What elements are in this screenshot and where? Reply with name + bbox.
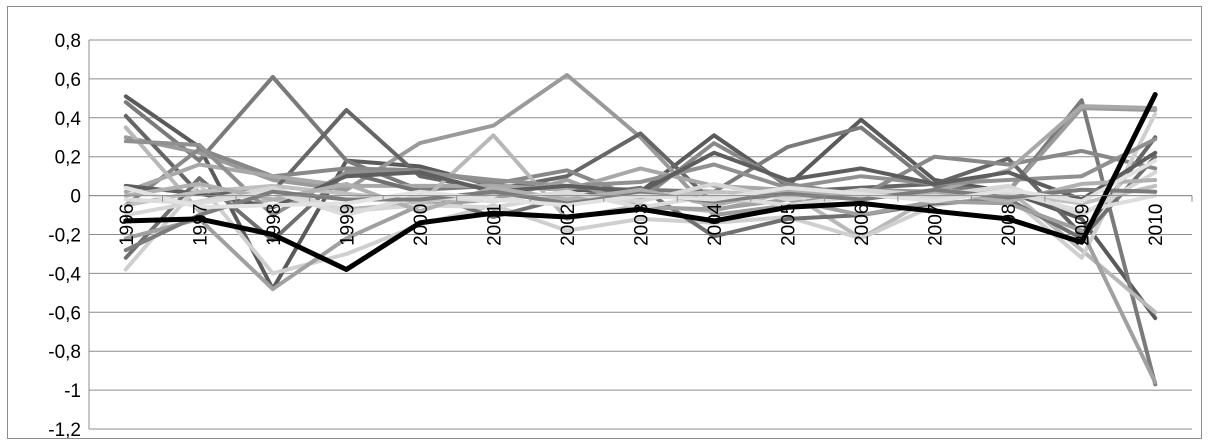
y-tick-label: -1 — [64, 381, 81, 402]
y-tick-labels: 0,8 0,6 0,4 0,2 0 -0,2 -0,4 -0,6 -0,8 -1 -1,2 — [48, 31, 81, 438]
y-tick-label: -0,2 — [48, 226, 81, 247]
x-tick-label: 2001 — [484, 204, 505, 246]
x-tick-label: 2005 — [779, 204, 800, 246]
x-tick-label: 2000 — [411, 204, 432, 246]
y-tick-label: -0,4 — [48, 264, 81, 285]
x-tick-label: 1996 — [117, 204, 138, 246]
y-tick-label: -0,8 — [48, 342, 81, 363]
axes — [88, 40, 1193, 429]
x-tick-label: 1997 — [190, 204, 211, 246]
y-tick-label: 0,2 — [55, 148, 81, 169]
y-tick-label: 0,6 — [55, 70, 81, 91]
y-tick-label: 0,8 — [55, 31, 81, 52]
x-tick-label: 1999 — [337, 204, 358, 246]
x-tick-label: 2003 — [632, 204, 653, 246]
chart-frame: 0,8 0,6 0,4 0,2 0 -0,2 -0,4 -0,6 -0,8 -1 -1,2 1996… — [7, 6, 1202, 439]
x-tick-label: 2002 — [558, 204, 579, 246]
series-lines — [123, 73, 1158, 387]
x-tick-label: 2010 — [1146, 204, 1167, 246]
x-tick-label: 1998 — [264, 204, 285, 246]
x-tick-label: 2008 — [999, 204, 1020, 246]
x-tick-label: 2009 — [1073, 204, 1094, 246]
x-tick-label: 2004 — [705, 203, 726, 246]
x-tick-label: 2007 — [926, 204, 947, 246]
y-tick-label: 0,4 — [55, 109, 82, 130]
y-tick-label: 0 — [70, 187, 81, 208]
line-chart: 0,8 0,6 0,4 0,2 0 -0,2 -0,4 -0,6 -0,8 -1 -1,2 1996… — [48, 31, 1193, 438]
x-tick-labels: 1996 1997 1998 1999 2000 2001 2002 2003 2004 2005… — [117, 203, 1167, 246]
series-line — [123, 108, 1158, 237]
y-tick-label: -1,2 — [48, 420, 81, 438]
series-line — [123, 92, 1158, 272]
y-tick-label: -0,6 — [48, 303, 81, 324]
x-tick-label: 2006 — [852, 204, 873, 246]
